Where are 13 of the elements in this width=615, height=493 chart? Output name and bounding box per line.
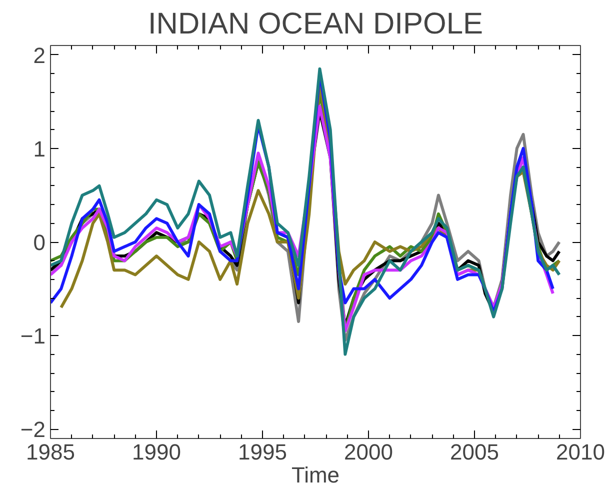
chart-title: INDIAN OCEAN DIPOLE bbox=[148, 8, 484, 40]
x-axis-title: Time bbox=[291, 462, 340, 488]
x-tick-label: 2000 bbox=[344, 440, 393, 464]
x-tick-label: 1995 bbox=[238, 440, 287, 464]
x-tick-label: 1990 bbox=[132, 440, 181, 464]
y-tick-label: −1 bbox=[20, 324, 46, 349]
y-tick-label: 1 bbox=[33, 136, 46, 162]
y-tick-label: 2 bbox=[33, 42, 46, 68]
y-tick-label: 0 bbox=[33, 230, 46, 255]
x-tick-label: 2010 bbox=[556, 440, 605, 464]
x-tick-label: 1985 bbox=[26, 440, 75, 464]
x-tick-label: 2005 bbox=[450, 440, 499, 464]
y-tick-label: −2 bbox=[20, 417, 46, 442]
